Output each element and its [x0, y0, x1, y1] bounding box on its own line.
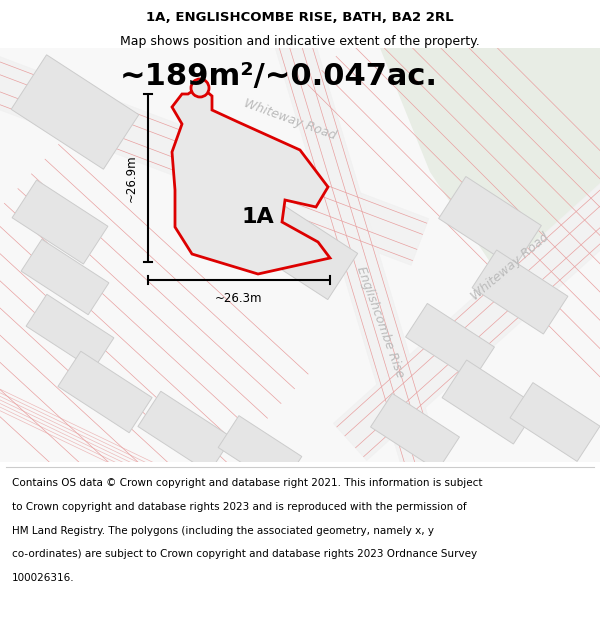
Polygon shape — [472, 250, 568, 334]
Polygon shape — [333, 153, 600, 461]
Polygon shape — [26, 294, 114, 370]
Polygon shape — [439, 176, 541, 268]
Text: ~189m²/~0.047ac.: ~189m²/~0.047ac. — [120, 62, 438, 91]
Polygon shape — [0, 48, 600, 462]
Polygon shape — [380, 48, 600, 262]
Polygon shape — [442, 360, 538, 444]
Polygon shape — [58, 351, 152, 432]
Polygon shape — [271, 22, 449, 498]
Text: co-ordinates) are subject to Crown copyright and database rights 2023 Ordnance S: co-ordinates) are subject to Crown copyr… — [12, 549, 477, 559]
Text: to Crown copyright and database rights 2023 and is reproduced with the permissio: to Crown copyright and database rights 2… — [12, 502, 467, 512]
Polygon shape — [138, 391, 232, 472]
Text: HM Land Registry. The polygons (including the associated geometry, namely x, y: HM Land Registry. The polygons (includin… — [12, 526, 434, 536]
Text: Contains OS data © Crown copyright and database right 2021. This information is : Contains OS data © Crown copyright and d… — [12, 478, 482, 488]
Text: Whiteway Road: Whiteway Road — [242, 98, 338, 142]
Text: Englishcombe Rise: Englishcombe Rise — [354, 264, 406, 379]
Polygon shape — [11, 55, 139, 169]
Polygon shape — [0, 49, 429, 266]
Circle shape — [191, 79, 209, 97]
Polygon shape — [172, 86, 330, 274]
Polygon shape — [371, 394, 460, 471]
Text: ~26.9m: ~26.9m — [125, 154, 138, 202]
Polygon shape — [252, 204, 358, 299]
Text: Map shows position and indicative extent of the property.: Map shows position and indicative extent… — [120, 34, 480, 48]
Text: 1A, ENGLISHCOMBE RISE, BATH, BA2 2RL: 1A, ENGLISHCOMBE RISE, BATH, BA2 2RL — [146, 11, 454, 24]
Text: ~26.3m: ~26.3m — [215, 292, 263, 305]
Text: 100026316.: 100026316. — [12, 573, 74, 583]
Text: 1A: 1A — [242, 207, 274, 227]
Polygon shape — [12, 180, 108, 264]
Polygon shape — [406, 304, 494, 381]
Polygon shape — [510, 382, 600, 461]
Text: Whiteway Road: Whiteway Road — [469, 231, 551, 303]
Polygon shape — [21, 239, 109, 315]
Polygon shape — [218, 416, 302, 488]
